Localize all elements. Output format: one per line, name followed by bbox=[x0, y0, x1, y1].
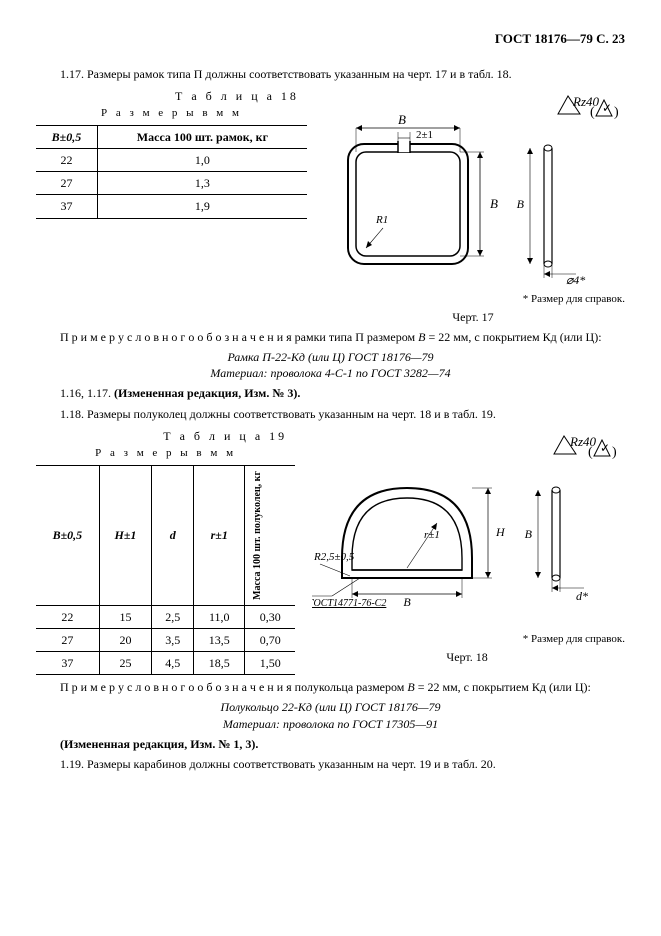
table19-caption: Т а б л и ц а 19 bbox=[36, 428, 287, 444]
svg-text:ГОСТ14771-76-С2: ГОСТ14771-76-С2 bbox=[312, 598, 386, 609]
svg-text:d*: d* bbox=[576, 589, 588, 603]
t19-c3: d bbox=[152, 465, 194, 605]
example2-line1: Полукольцо 22-Кд (или Ц) ГОСТ 18176—79 bbox=[36, 699, 625, 715]
table18-container: Т а б л и ц а 18 Р а з м е р ы в м м B±0… bbox=[36, 88, 307, 219]
page-header: ГОСТ 18176—79 С. 23 bbox=[36, 30, 625, 48]
table19: B±0,5 H±1 d r±1 Масса 100 шт. полуколец,… bbox=[36, 465, 295, 675]
svg-text:B: B bbox=[490, 196, 498, 211]
example1-line2: Материал: проволока 4-С-1 по ГОСТ 3282—7… bbox=[36, 365, 625, 381]
fig18-note: * Размер для справок. bbox=[309, 632, 625, 647]
svg-text:B: B bbox=[517, 197, 525, 211]
svg-text:⌀4*: ⌀4* bbox=[566, 273, 585, 287]
t19-c1: B±0,5 bbox=[36, 465, 99, 605]
table-row: 22152,511,00,30 bbox=[36, 605, 295, 628]
figure18-container: Rz40 ( ✓ ) r±1 R2,5±0,5 ГОСТ14771-76-С2 bbox=[309, 428, 625, 665]
svg-text:✓: ✓ bbox=[602, 101, 612, 115]
t19-c2: H±1 bbox=[99, 465, 151, 605]
svg-text:B: B bbox=[398, 112, 406, 127]
table18: B±0,5 Масса 100 шт. рамок, кг 221,0 271,… bbox=[36, 125, 307, 219]
example1-lead: П р и м е р у с л о в н о г о о б о з н … bbox=[36, 329, 625, 345]
svg-text:B: B bbox=[525, 527, 533, 541]
table18-caption: Т а б л и ц а 18 bbox=[36, 88, 299, 104]
table-row: 371,9 bbox=[36, 195, 307, 218]
svg-text:R2,5±0,5: R2,5±0,5 bbox=[313, 551, 355, 563]
svg-text:H: H bbox=[495, 525, 506, 539]
figure18-svg: Rz40 ( ✓ ) r±1 R2,5±0,5 ГОСТ14771-76-С2 bbox=[312, 428, 622, 628]
t18-col2: Масса 100 шт. рамок, кг bbox=[97, 125, 307, 148]
fig18-label: Черт. 18 bbox=[309, 649, 625, 665]
table19-subcaption: Р а з м е р ы в м м bbox=[36, 446, 295, 461]
t19-c4: r±1 bbox=[194, 465, 245, 605]
svg-text:R1: R1 bbox=[375, 214, 388, 226]
fig17-note: * Размер для справок. bbox=[321, 292, 625, 307]
t19-c5: Масса 100 шт. полуколец, кг bbox=[245, 465, 295, 605]
svg-text:r±1: r±1 bbox=[424, 529, 440, 541]
svg-text:(: ( bbox=[590, 105, 595, 120]
amend2: (Измененная редакция, Изм. № 1, 3). bbox=[36, 736, 625, 752]
table18-subcaption: Р а з м е р ы в м м bbox=[36, 106, 307, 121]
example1-line1: Рамка П-22-Кд (или Ц) ГОСТ 18176—79 bbox=[36, 349, 625, 365]
para-119: 1.19. Размеры карабинов должны соответст… bbox=[36, 756, 625, 772]
table-row: 27203,513,50,70 bbox=[36, 628, 295, 651]
example2-line2: Материал: проволока по ГОСТ 17305—91 bbox=[36, 716, 625, 732]
figure17-svg: Rz40 ( ✓ ) B 2±1 bbox=[328, 88, 618, 288]
svg-text:): ) bbox=[614, 105, 618, 120]
svg-text:): ) bbox=[612, 445, 617, 460]
table-row: 221,0 bbox=[36, 148, 307, 171]
row-table19-fig18: Т а б л и ц а 19 Р а з м е р ы в м м B±0… bbox=[36, 428, 625, 676]
svg-text:✓: ✓ bbox=[600, 441, 610, 455]
fig17-label: Черт. 17 bbox=[321, 309, 625, 325]
table-row: 271,3 bbox=[36, 172, 307, 195]
svg-text:B: B bbox=[403, 595, 411, 609]
svg-text:Rz40: Rz40 bbox=[572, 94, 600, 109]
svg-text:(: ( bbox=[588, 445, 593, 460]
t18-col1: B±0,5 bbox=[36, 125, 97, 148]
amend1: 1.16, 1.17. (Измененная редакция, Изм. №… bbox=[36, 385, 625, 401]
figure17-container: Rz40 ( ✓ ) B 2±1 bbox=[321, 88, 625, 325]
example2-lead: П р и м е р у с л о в н о г о о б о з н … bbox=[36, 679, 625, 695]
table-row: 37254,518,51,50 bbox=[36, 652, 295, 675]
para-118: 1.18. Размеры полуколец должны соответст… bbox=[36, 406, 625, 422]
row-table18-fig17: Т а б л и ц а 18 Р а з м е р ы в м м B±0… bbox=[36, 88, 625, 325]
svg-text:2±1: 2±1 bbox=[416, 129, 433, 141]
para-117: 1.17. Размеры рамок типа П должны соотве… bbox=[36, 66, 625, 82]
table19-container: Т а б л и ц а 19 Р а з м е р ы в м м B±0… bbox=[36, 428, 295, 676]
